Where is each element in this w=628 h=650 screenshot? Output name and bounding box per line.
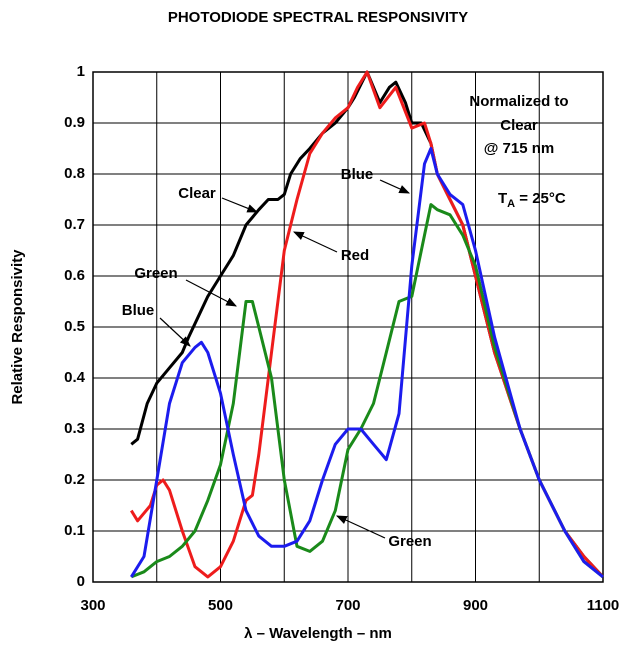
- annotation: Red: [341, 247, 369, 264]
- note-line: @ 715 nm: [484, 140, 555, 157]
- y-tick-label: 0.7: [64, 216, 85, 233]
- x-axis-label: λ – Wavelength – nm: [244, 625, 392, 642]
- chart-title: PHOTODIODE SPECTRAL RESPONSIVITY: [168, 9, 468, 26]
- y-tick-label: 0.1: [64, 522, 85, 539]
- note-line: Clear: [500, 117, 538, 134]
- y-tick-label: 0: [77, 573, 85, 590]
- note-line: Normalized to: [469, 93, 568, 110]
- y-tick-label: 0.9: [64, 114, 85, 131]
- annotation: Blue: [341, 166, 374, 183]
- x-tick-label: 700: [335, 597, 360, 614]
- series-line: [130, 203, 604, 579]
- y-tick-label: 0.6: [64, 267, 85, 284]
- x-tick-label: 1100: [587, 597, 620, 614]
- x-tick-label: 900: [463, 597, 488, 614]
- x-tick-label: 300: [80, 597, 105, 614]
- temperature-note: TA = 25°C: [498, 190, 566, 210]
- annotation: Green: [134, 265, 177, 282]
- y-tick-label: 0.2: [64, 471, 85, 488]
- series-line: [130, 70, 605, 579]
- x-tick-label: 500: [208, 597, 233, 614]
- y-tick-label: 0.8: [64, 165, 85, 182]
- y-tick-label: 1: [77, 63, 85, 80]
- y-tick-label: 0.4: [64, 369, 86, 386]
- plot-frame: [92, 71, 604, 583]
- temperature-text: = 25°C: [515, 190, 566, 207]
- y-axis-label: Relative Responsivity: [9, 249, 26, 405]
- temperature-subscript: A: [507, 198, 515, 210]
- temperature-symbol: T: [498, 190, 507, 207]
- series-line: [130, 147, 604, 579]
- y-tick-label: 0.3: [64, 420, 85, 437]
- annotation: Clear: [178, 185, 216, 202]
- annotation: Green: [388, 533, 431, 550]
- annotation: Blue: [122, 302, 155, 319]
- y-tick-label: 0.5: [64, 318, 85, 335]
